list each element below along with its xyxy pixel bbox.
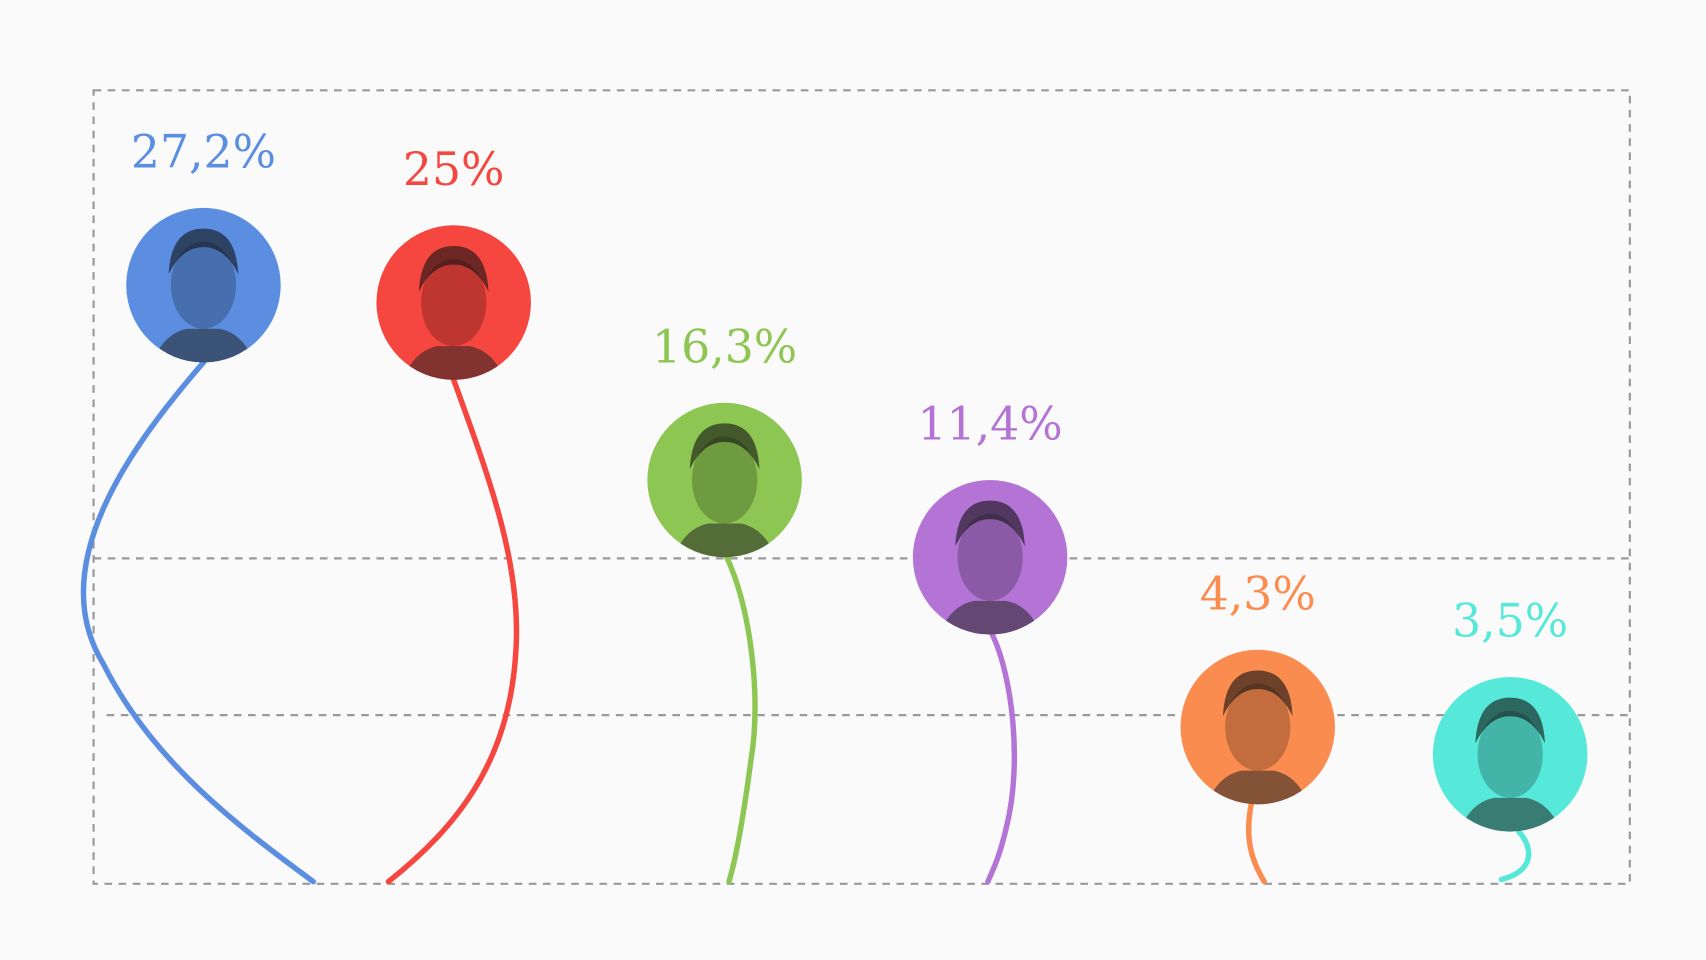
portrait-marker [1180,649,1335,805]
value-label: 4,3% [1200,568,1316,621]
stem-line [80,359,317,885]
portrait-marker [376,225,531,380]
data-point: 3,5% [1432,595,1588,883]
value-label: 16,3% [652,320,797,373]
data-point: 27,2% [80,126,317,885]
data-point: 4,3% [1180,568,1335,885]
value-label: 11,4% [918,398,1063,451]
portrait-marker [647,402,802,558]
portrait-marker [1432,677,1588,832]
data-point: 25% [376,143,531,885]
portrait-marker [912,480,1068,635]
data-point: 16,3% [647,320,802,885]
value-label: 3,5% [1452,595,1568,648]
stem-line [385,377,520,885]
stem-line [724,554,758,885]
plot-border [92,89,1631,885]
portrait-marker [126,207,281,363]
data-point: 11,4% [912,398,1068,885]
value-label: 27,2% [131,126,276,179]
stem-line [1245,801,1267,885]
stem-line [1498,828,1532,883]
chart-frame [92,89,1631,885]
stem-line [985,631,1018,885]
value-label: 25% [403,143,505,196]
